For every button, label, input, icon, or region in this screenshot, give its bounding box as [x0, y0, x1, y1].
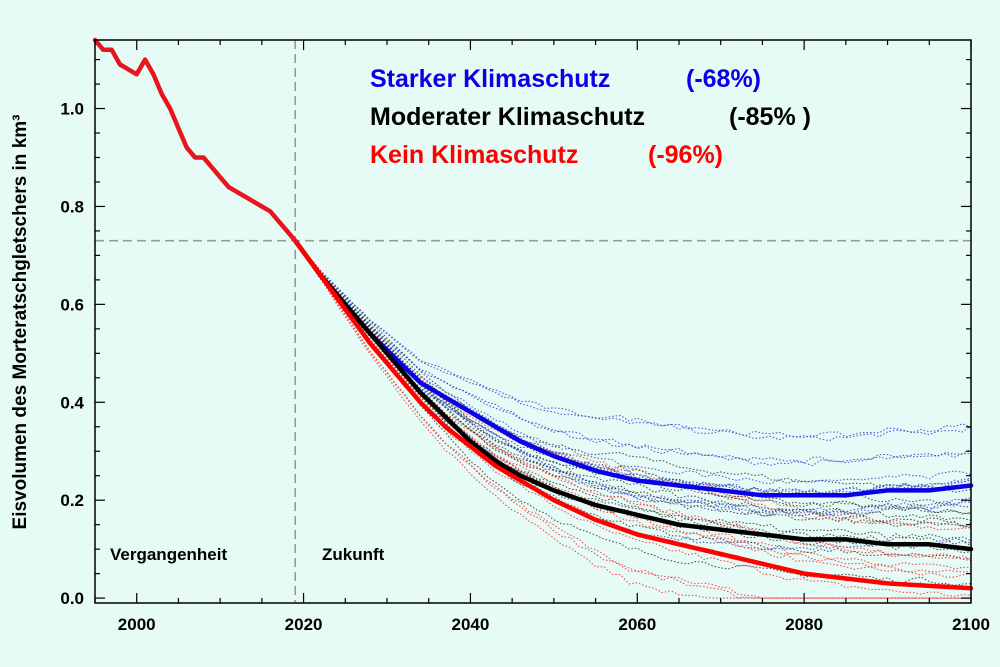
- x-tick-label: 2080: [785, 615, 823, 634]
- ensemble-run: [294, 240, 972, 494]
- y-tick-label: 0.6: [60, 295, 84, 314]
- ensemble-run: [294, 240, 972, 517]
- tick-labels: 2000 2020 2040 2060 2080 2100 0.0 0.2 0.4 0.6 0.8 1…: [60, 100, 990, 634]
- x-tick-label: 2020: [285, 615, 323, 634]
- series-line: [92, 37, 298, 243]
- legend-label-kein: Kein Klimaschutz: [370, 141, 578, 169]
- label-vergangenheit: Vergangenheit: [110, 545, 227, 564]
- axis-ticks: [94, 40, 972, 603]
- y-tick-label: 0.8: [60, 197, 84, 216]
- legend-pct-moderater: (-85% ): [729, 103, 811, 131]
- legend-pct-starker: (-68%): [686, 65, 761, 93]
- ensemble-run: [294, 240, 972, 561]
- legend-pct-kein: (-96%): [648, 141, 723, 169]
- ensemble-run: [294, 240, 972, 578]
- y-tick-label: 1.0: [60, 100, 84, 119]
- label-zukunft: Zukunft: [322, 545, 385, 564]
- x-tick-label: 2040: [452, 615, 490, 634]
- ensemble-run: [294, 240, 972, 597]
- ensemble-run: [294, 240, 972, 521]
- legend-label-moderater: Moderater Klimaschutz: [370, 103, 645, 131]
- x-tick-label: 2000: [118, 615, 156, 634]
- y-tick-label: 0.2: [60, 491, 84, 510]
- ensemble-run: [294, 240, 972, 467]
- x-tick-label: 2100: [952, 615, 990, 634]
- series-line: [292, 238, 974, 552]
- legend-label-starker: Starker Klimaschutz: [370, 65, 610, 93]
- ensemble-run: [294, 240, 972, 562]
- ensemble-run: [294, 240, 972, 560]
- y-tick-label: 0.4: [60, 393, 84, 412]
- legend: Starker Klimaschutz (-68%) Moderater Kli…: [370, 65, 811, 169]
- y-axis-label: Eisvolumen des Morteratschgletschers in …: [10, 115, 31, 530]
- ensemble-run: [294, 240, 971, 599]
- plot-frame: [94, 39, 972, 604]
- series-line: [292, 238, 974, 591]
- ensemble-run: [294, 240, 972, 493]
- y-tick-label: 0.0: [60, 589, 84, 608]
- series-lines: [92, 37, 974, 591]
- ensemble-run: [294, 240, 972, 485]
- ensemble-run: [294, 240, 972, 531]
- x-tick-label: 2060: [618, 615, 656, 634]
- ensemble-run: [294, 240, 972, 442]
- plot-area: [95, 40, 971, 603]
- ensemble-run: [294, 240, 971, 599]
